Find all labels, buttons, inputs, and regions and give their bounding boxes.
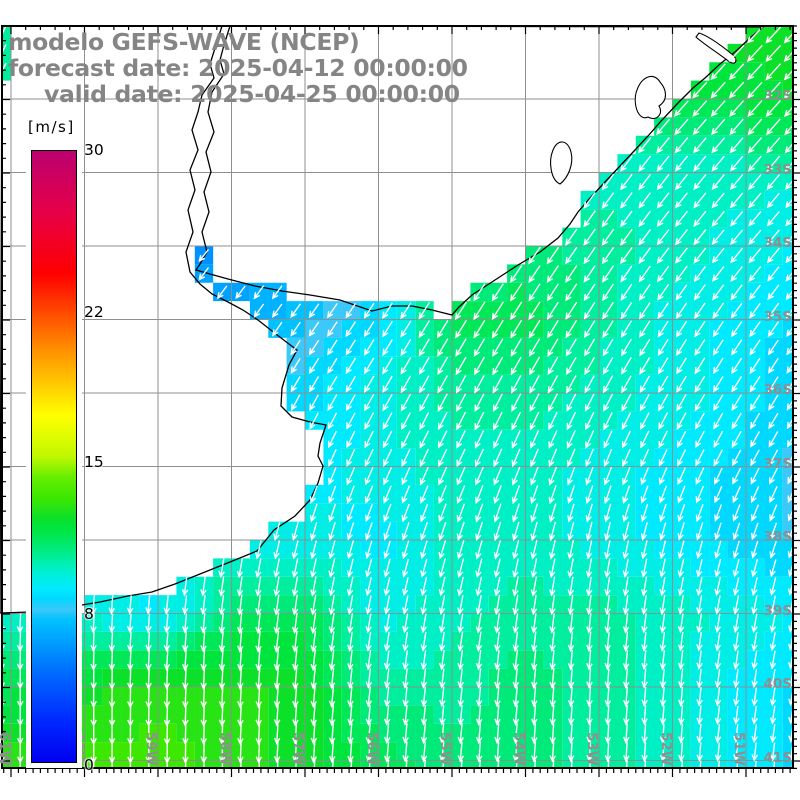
lat-label: 37S bbox=[763, 455, 792, 472]
lat-label: 39S bbox=[763, 602, 792, 619]
valid-date-label: valid date: 2025-04-25 00:00:00 bbox=[44, 80, 460, 108]
lat-label: 32S bbox=[763, 88, 792, 104]
lon-label: 51W bbox=[731, 732, 747, 766]
lat-label: 36S bbox=[763, 382, 792, 398]
lon-label: 61W bbox=[0, 732, 12, 766]
colorbar-unit-label: [m/s] bbox=[28, 118, 75, 136]
lagoon-outline bbox=[634, 75, 667, 120]
colorbar bbox=[31, 150, 77, 763]
axis-ticks bbox=[2, 25, 800, 777]
lat-label: 41S bbox=[763, 749, 792, 766]
lat-label: 40S bbox=[763, 676, 792, 692]
lon-label: 55W bbox=[437, 732, 453, 766]
colorbar-tick-label: 8 bbox=[84, 605, 94, 623]
colorbar-tick-label: 0 bbox=[84, 756, 94, 774]
lat-lon-graticule bbox=[2, 26, 793, 768]
colorbar-tick-label: 30 bbox=[84, 141, 104, 159]
lon-label: 57W bbox=[290, 732, 306, 766]
lon-label: 56W bbox=[363, 732, 380, 766]
colorbar-tick-label: 15 bbox=[84, 453, 104, 471]
model-title: modelo GEFS-WAVE (NCEP) bbox=[8, 28, 360, 56]
lat-label: 33S bbox=[763, 161, 792, 178]
lat-label: 38S bbox=[763, 529, 792, 545]
lon-label: 58W bbox=[216, 732, 233, 766]
lon-label: 54W bbox=[510, 732, 527, 766]
map-frame bbox=[1, 25, 794, 769]
lon-label: 52W bbox=[657, 732, 674, 766]
lat-label: 35S bbox=[763, 308, 792, 325]
colorbar-tick-label: 22 bbox=[84, 303, 104, 321]
coastline bbox=[0, 25, 765, 614]
lon-label: 59W bbox=[143, 732, 159, 766]
lon-label: 53W bbox=[584, 732, 600, 766]
lat-label: 34S bbox=[763, 235, 792, 251]
lagoon-outline bbox=[695, 32, 737, 64]
lagoon-outline bbox=[550, 141, 573, 185]
forecast-date-label: forecast date: 2025-04-12 00:00:00 bbox=[8, 54, 468, 82]
